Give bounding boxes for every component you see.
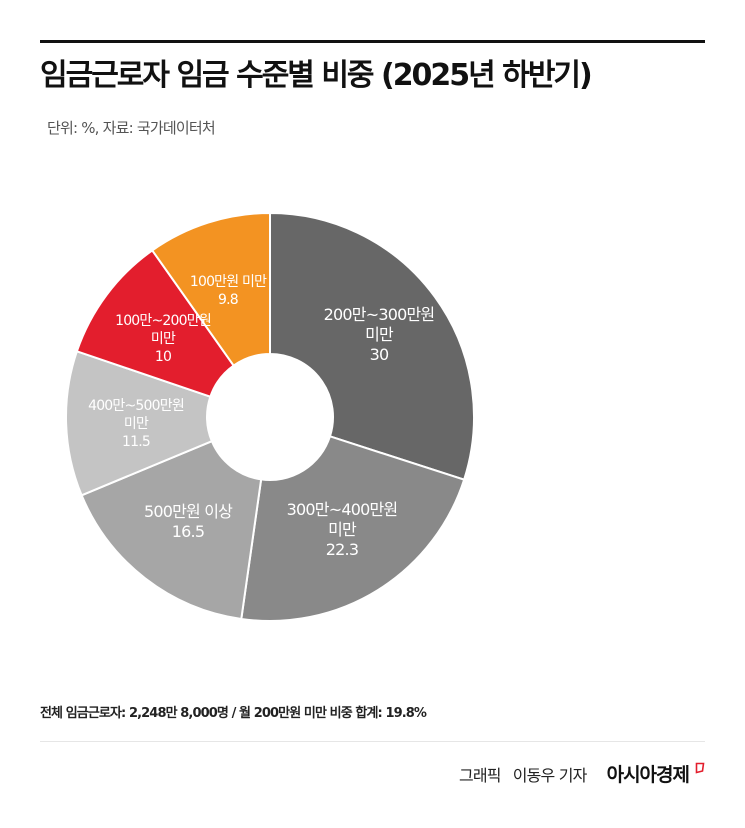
bottom-rule: [40, 741, 705, 742]
slice-label-200-300: 200만~300만원 미만 30: [323, 305, 435, 364]
donut-chart: 200만~300만원 미만 30 300만~400만원 미만 22.3 500만…: [65, 211, 475, 622]
chart-title: 임금근로자 임금 수준별 비중 (2025년 하반기): [40, 58, 593, 93]
donut-svg: [65, 211, 475, 622]
slice-label-400-500: 400만~500만원 미만 11.5: [88, 398, 185, 450]
brand-logo-text: 아시아경제: [606, 764, 690, 786]
credit-reporter: 이동우 기자: [512, 765, 588, 785]
donut-slice: [65, 350, 214, 497]
donut-slice: [240, 435, 466, 622]
donut-slice: [269, 211, 475, 481]
chart-subtitle: 단위: %, 자료: 국가데이터처: [47, 119, 216, 137]
donut-slice: [80, 439, 263, 621]
credit-graphic-label: 그래픽: [458, 765, 502, 785]
credit: 그래픽 이동우 기자 아시아경제: [459, 760, 705, 787]
donut-slice: [75, 248, 236, 398]
footnote: 전체 임금근로자: 2,248만 8,000명 / 월 200만원 미만 비중 …: [40, 706, 427, 721]
slice-label-100-200: 100만~200만원 미만 10: [115, 313, 212, 365]
donut-slice: [150, 211, 271, 367]
slice-label-500-plus: 500만원 이상 16.5: [143, 502, 233, 541]
brand-mark-icon: [695, 762, 705, 774]
slice-label-under-100: 100만원 미만 9.8: [189, 274, 267, 308]
slice-label-300-400: 300만~400만원 미만 22.3: [286, 500, 398, 559]
top-rule: [40, 40, 705, 43]
